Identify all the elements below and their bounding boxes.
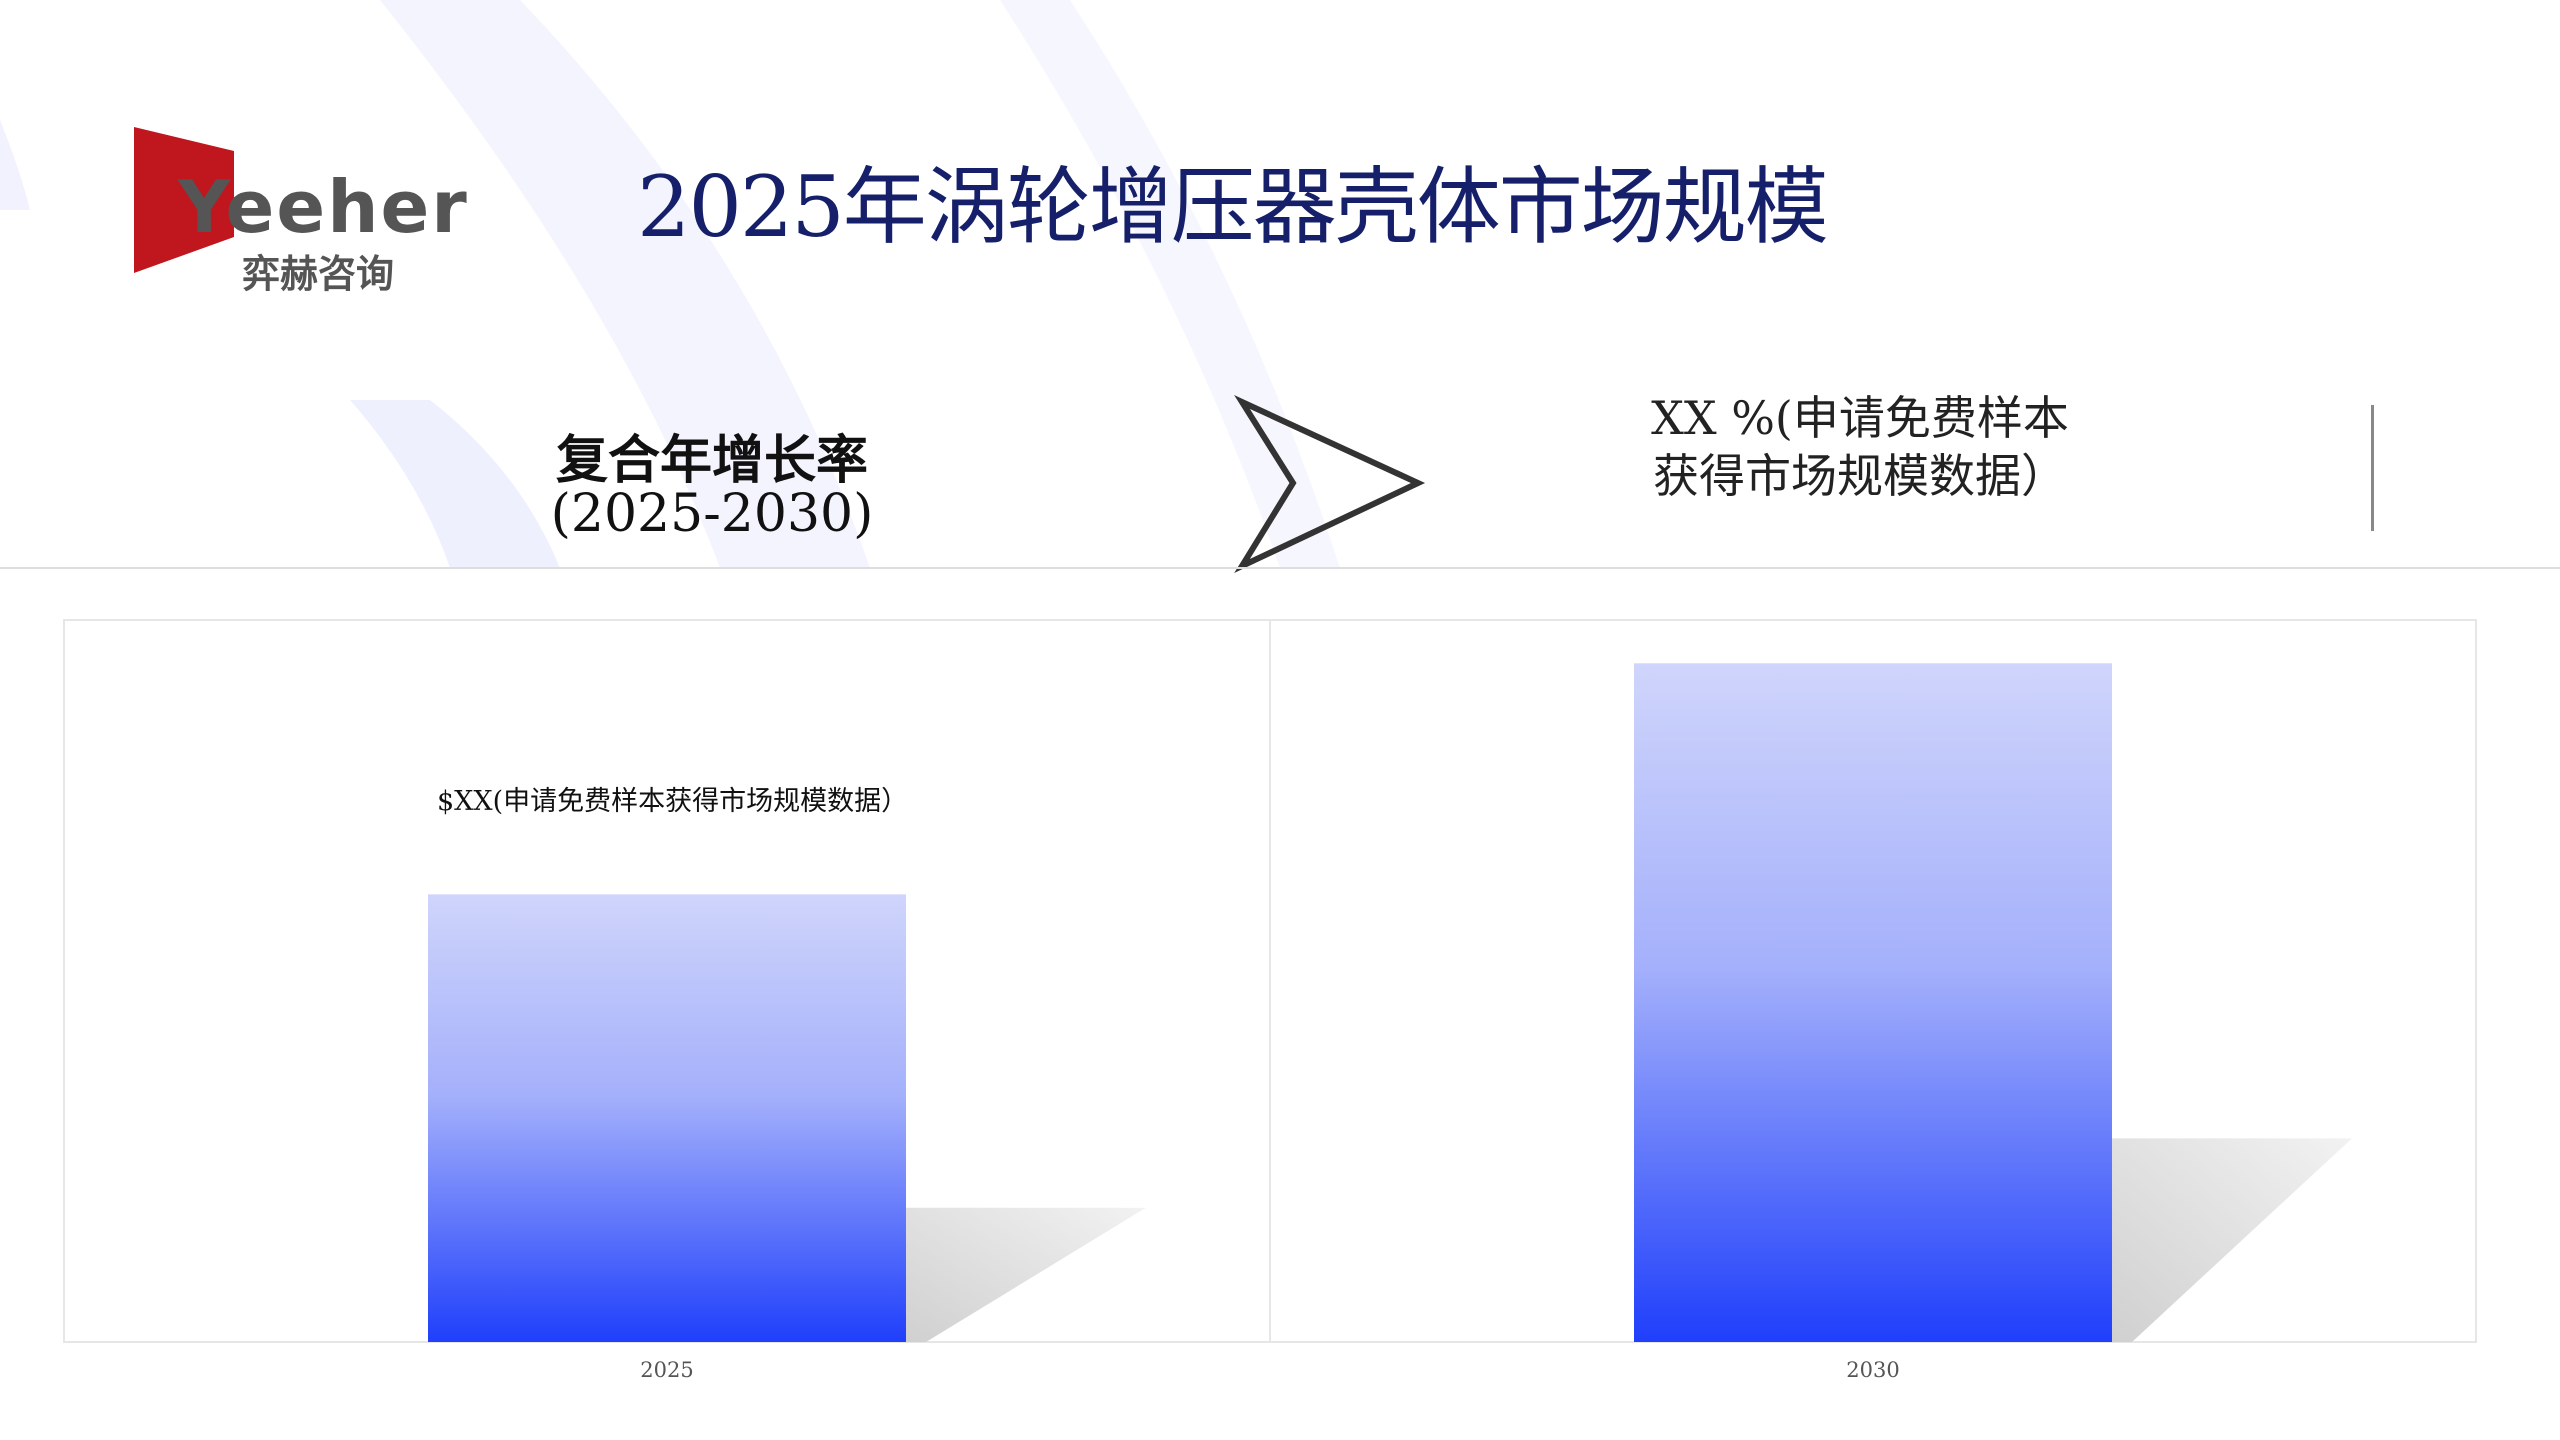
cagr-period: (2025-2030) <box>550 484 874 544</box>
divider-vertical <box>2371 405 2374 531</box>
bar-shadow <box>906 1207 1146 1342</box>
x-tick-label: 2030 <box>1846 1358 1900 1382</box>
cagr-label: 复合年增长率 <box>555 430 868 491</box>
bar-data-label: $XX(申请免费样本获得市场规模数据） <box>437 786 909 818</box>
page-title: 2025年涡轮增压器壳体市场规模 <box>637 158 1829 256</box>
chevron-right-arrow-icon <box>1234 395 1426 574</box>
cagr-value-line2: 获得市场规模数据） <box>1653 449 2067 503</box>
logo: Yeeher 弈赫咨询 <box>134 127 467 297</box>
x-tick-label: 2025 <box>640 1358 694 1382</box>
logo-brand: Yeeher <box>178 165 469 249</box>
cagr-value-line1: XX %(申请免费样本 <box>1651 391 2069 445</box>
divider-horizontal <box>0 567 2560 569</box>
bar-2025 <box>428 894 906 1342</box>
logo-mark-icon <box>134 127 234 273</box>
bar-2030 <box>1634 663 2112 1342</box>
logo-subtitle: 弈赫咨询 <box>242 252 395 296</box>
bar-shadow <box>2112 1138 2352 1342</box>
